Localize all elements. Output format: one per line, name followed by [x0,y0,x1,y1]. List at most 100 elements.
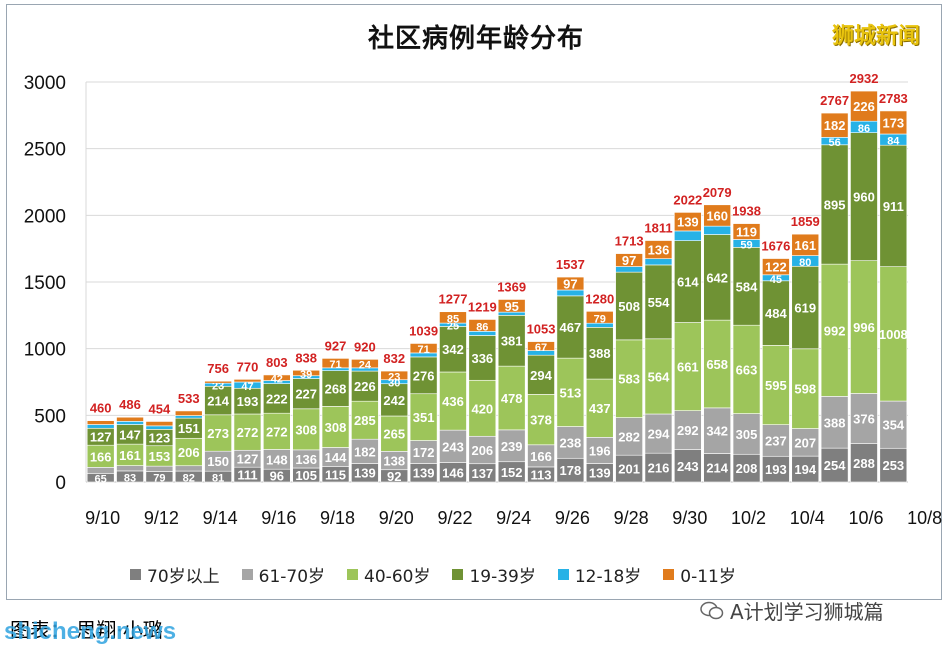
segment-data-label: 663 [736,362,758,377]
bar-segment-12-18 [674,230,702,241]
legend-label: 40-60岁 [364,566,431,587]
bar-segment-19-39 [791,265,820,350]
bar-segment-0-11 [674,212,702,232]
bar-segment-70+ [762,455,790,483]
bar-segment-0-11 [879,110,908,135]
segment-data-label: 288 [853,456,875,471]
y-tick-label: 0 [55,473,66,494]
y-tick-label: 1000 [24,340,66,361]
total-data-label: 1369 [497,279,526,294]
bar-segment-61-70 [850,393,878,444]
bar-segment-61-70 [174,465,203,472]
bar-segment-19-39 [850,132,878,261]
segment-data-label: 97 [622,253,636,268]
bar-segment-61-70 [791,428,820,457]
segment-data-label: 147 [119,427,141,442]
segment-data-label: 294 [648,427,670,442]
segment-data-label: 207 [794,435,816,450]
segment-data-label: 25 [447,321,459,333]
legend-item-61-70: 61-70岁 [241,562,325,587]
segment-data-label: 153 [149,449,171,464]
bar-segment-19-39 [527,354,555,395]
segment-data-label: 253 [882,458,904,473]
x-tick-label: 9/16 [261,508,296,528]
bar-segment-0-11 [380,370,409,381]
legend-label: 70岁以上 [147,566,220,587]
bar-segment-40-60 [409,393,438,441]
segment-data-label: 661 [677,360,699,375]
total-data-label: 920 [354,339,376,354]
segment-data-label: 895 [824,197,846,212]
bar-segment-0-11 [174,410,203,416]
segment-data-label: 139 [589,466,611,481]
segment-data-label: 96 [270,469,284,484]
total-data-label: 1811 [644,221,672,236]
segment-data-label: 996 [853,320,875,335]
segment-data-label: 166 [90,449,112,464]
segment-data-label: 239 [501,439,523,454]
bar-segment-12-18 [145,425,174,430]
legend-item-70+: 70岁以上 [130,562,220,587]
legend-swatch [241,568,253,580]
segment-data-label: 123 [149,431,171,446]
bar-segment-40-60 [292,408,320,451]
bar-segment-61-70 [497,429,526,463]
bar-segment-0-11 [86,420,115,425]
segment-data-label: 336 [471,351,493,366]
segment-data-label: 1008 [879,327,908,342]
bar-segment-61-70 [556,426,585,459]
bar-segment-61-70 [468,435,497,465]
total-data-label: 1537 [556,257,585,272]
segment-data-label: 226 [354,379,376,394]
legend-item-12-18: 12-18岁 [557,562,641,587]
segment-data-label: 242 [383,393,405,408]
segment-data-label: 127 [237,452,259,467]
bar-segment-40-60 [321,406,350,448]
segment-data-label: 265 [383,427,405,442]
bar-segment-19-39 [233,387,262,415]
segment-data-label: 81 [212,473,224,485]
segment-data-label: 478 [501,391,523,406]
total-data-label: 1053 [527,322,556,337]
total-data-label: 1280 [585,291,614,306]
bar-segment-61-70 [703,407,731,454]
total-data-label: 1219 [468,299,497,314]
legend-swatch [557,568,569,580]
bar-segment-19-39 [644,264,673,340]
bar-segment-61-70 [644,413,673,454]
segment-data-label: 82 [183,473,195,485]
segment-data-label: 351 [413,410,435,425]
total-data-label: 770 [237,359,259,374]
segment-data-label: 222 [266,391,288,406]
segment-data-label: 272 [266,424,288,439]
segment-data-label: 115 [325,467,346,482]
segment-data-label: 173 [882,115,904,130]
total-data-label: 2767 [820,93,849,108]
segment-data-label: 206 [178,445,200,460]
x-tick-label: 9/18 [320,508,355,528]
segment-data-label: 59 [740,239,752,251]
segment-data-label: 378 [530,413,552,428]
segment-data-label: 272 [237,425,259,440]
bar-segment-40-60 [879,266,908,402]
segment-data-label: 71 [417,344,429,356]
bar-segment-0-11 [762,258,790,276]
x-tick-label: 10/8 [907,508,942,528]
x-tick-label: 9/10 [85,508,120,528]
segment-data-label: 214 [706,461,728,476]
segment-data-label: 71 [329,359,341,371]
segment-data-label: 119 [736,225,757,240]
segment-data-label: 136 [295,452,317,467]
segment-data-label: 208 [736,461,758,476]
segment-data-label: 992 [824,323,846,338]
bar-segment-40-60 [439,371,467,431]
segment-data-label: 513 [560,385,582,400]
segment-data-label: 598 [794,382,816,397]
x-tick-label: 10/2 [731,508,766,528]
stacked-bar-chart: 0 500 1000 1500 2000 2500 3000 9/10 9/12 9/14 9/16… [24,71,942,528]
bar-segment-12-18 [86,424,115,429]
segment-data-label: 161 [794,238,816,253]
bar-segment-0-11 [439,311,467,324]
bar-segment-61-70 [879,400,908,449]
y-tick-label: 3000 [24,73,66,94]
